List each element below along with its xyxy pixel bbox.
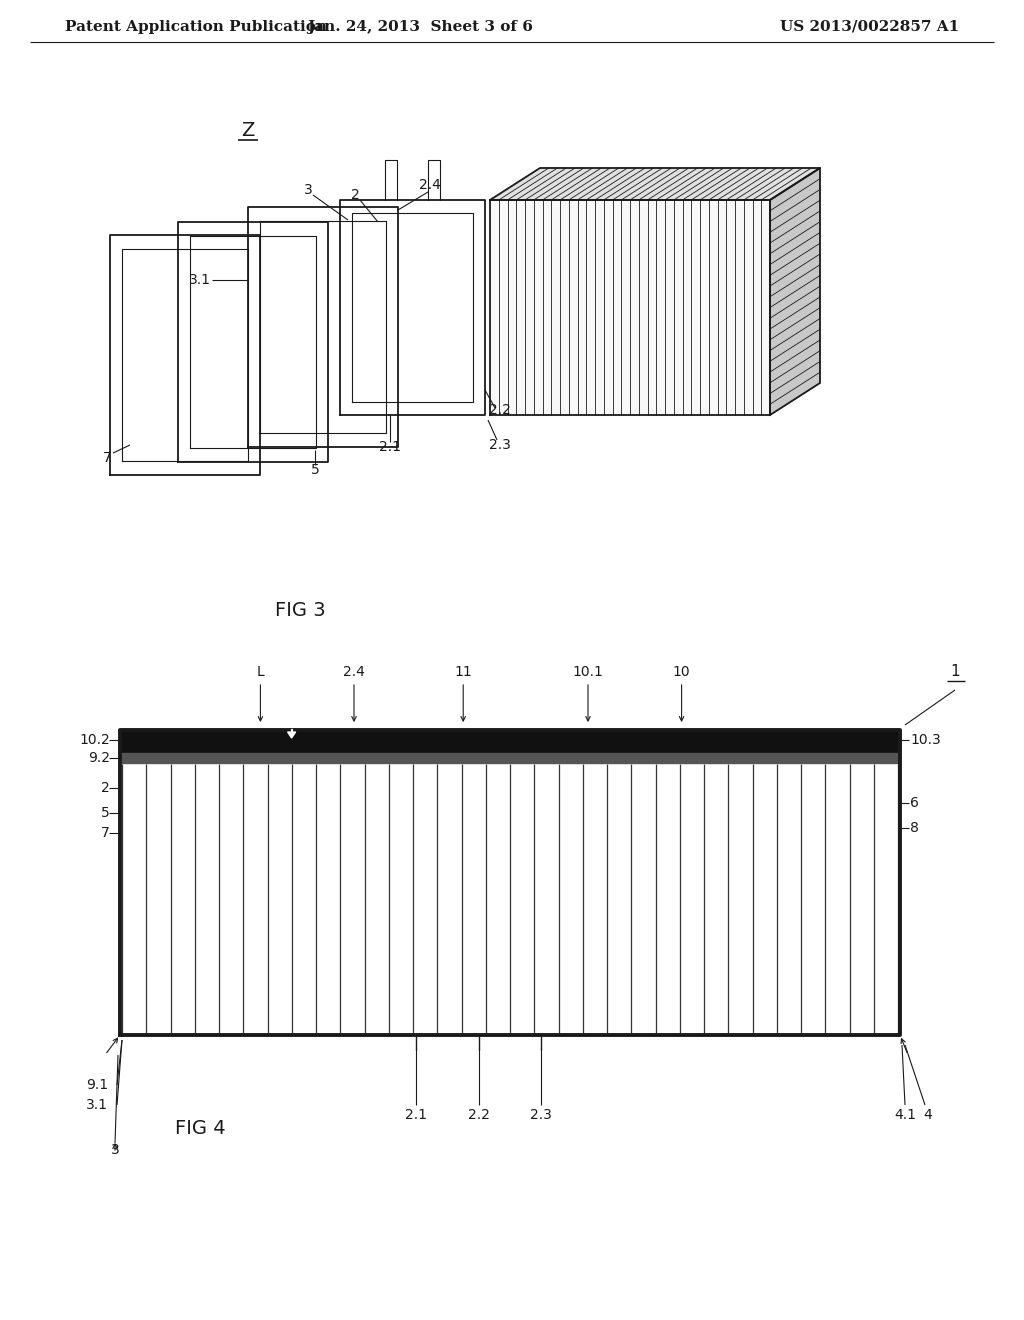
Text: 3: 3 [111, 1143, 120, 1158]
Text: 6: 6 [910, 796, 919, 810]
Polygon shape [490, 201, 770, 414]
Text: 5: 5 [310, 463, 319, 477]
Text: 2.3: 2.3 [530, 1107, 552, 1122]
Text: 3.1: 3.1 [86, 1098, 108, 1111]
Text: 10: 10 [673, 665, 690, 678]
Text: FIG 4: FIG 4 [175, 1118, 225, 1138]
Text: 11: 11 [455, 665, 472, 678]
Text: 9.1: 9.1 [86, 1078, 108, 1092]
Polygon shape [288, 733, 296, 738]
Text: 8: 8 [910, 821, 919, 836]
Text: 9.2: 9.2 [88, 751, 110, 766]
Text: 4: 4 [924, 1107, 933, 1122]
Text: 3.1: 3.1 [189, 273, 211, 286]
Text: 2.2: 2.2 [468, 1107, 489, 1122]
Text: 7: 7 [102, 451, 112, 465]
Text: 2.2: 2.2 [489, 403, 511, 417]
Text: 2.4: 2.4 [419, 178, 441, 191]
Text: 2.3: 2.3 [489, 438, 511, 451]
Text: 2.1: 2.1 [379, 440, 401, 454]
Text: 2.1: 2.1 [406, 1107, 427, 1122]
Text: 2.4: 2.4 [343, 665, 365, 678]
Text: Patent Application Publication: Patent Application Publication [65, 20, 327, 34]
Text: 10.1: 10.1 [572, 665, 603, 678]
Text: FIG 3: FIG 3 [274, 601, 326, 619]
Polygon shape [120, 730, 900, 752]
Text: Z: Z [242, 120, 255, 140]
Text: 5: 5 [101, 807, 110, 820]
Polygon shape [120, 752, 900, 763]
Text: 4.1: 4.1 [894, 1107, 916, 1122]
Text: Jan. 24, 2013  Sheet 3 of 6: Jan. 24, 2013 Sheet 3 of 6 [307, 20, 532, 34]
Text: 10.2: 10.2 [79, 733, 110, 747]
Text: 2: 2 [350, 187, 359, 202]
Polygon shape [490, 168, 820, 201]
Text: 1: 1 [950, 664, 959, 680]
Text: US 2013/0022857 A1: US 2013/0022857 A1 [780, 20, 959, 34]
Text: 3: 3 [304, 183, 312, 197]
Polygon shape [770, 168, 820, 414]
Text: 2: 2 [101, 781, 110, 795]
Text: L: L [257, 665, 264, 678]
Text: 10.3: 10.3 [910, 733, 941, 747]
Text: 7: 7 [101, 826, 110, 840]
